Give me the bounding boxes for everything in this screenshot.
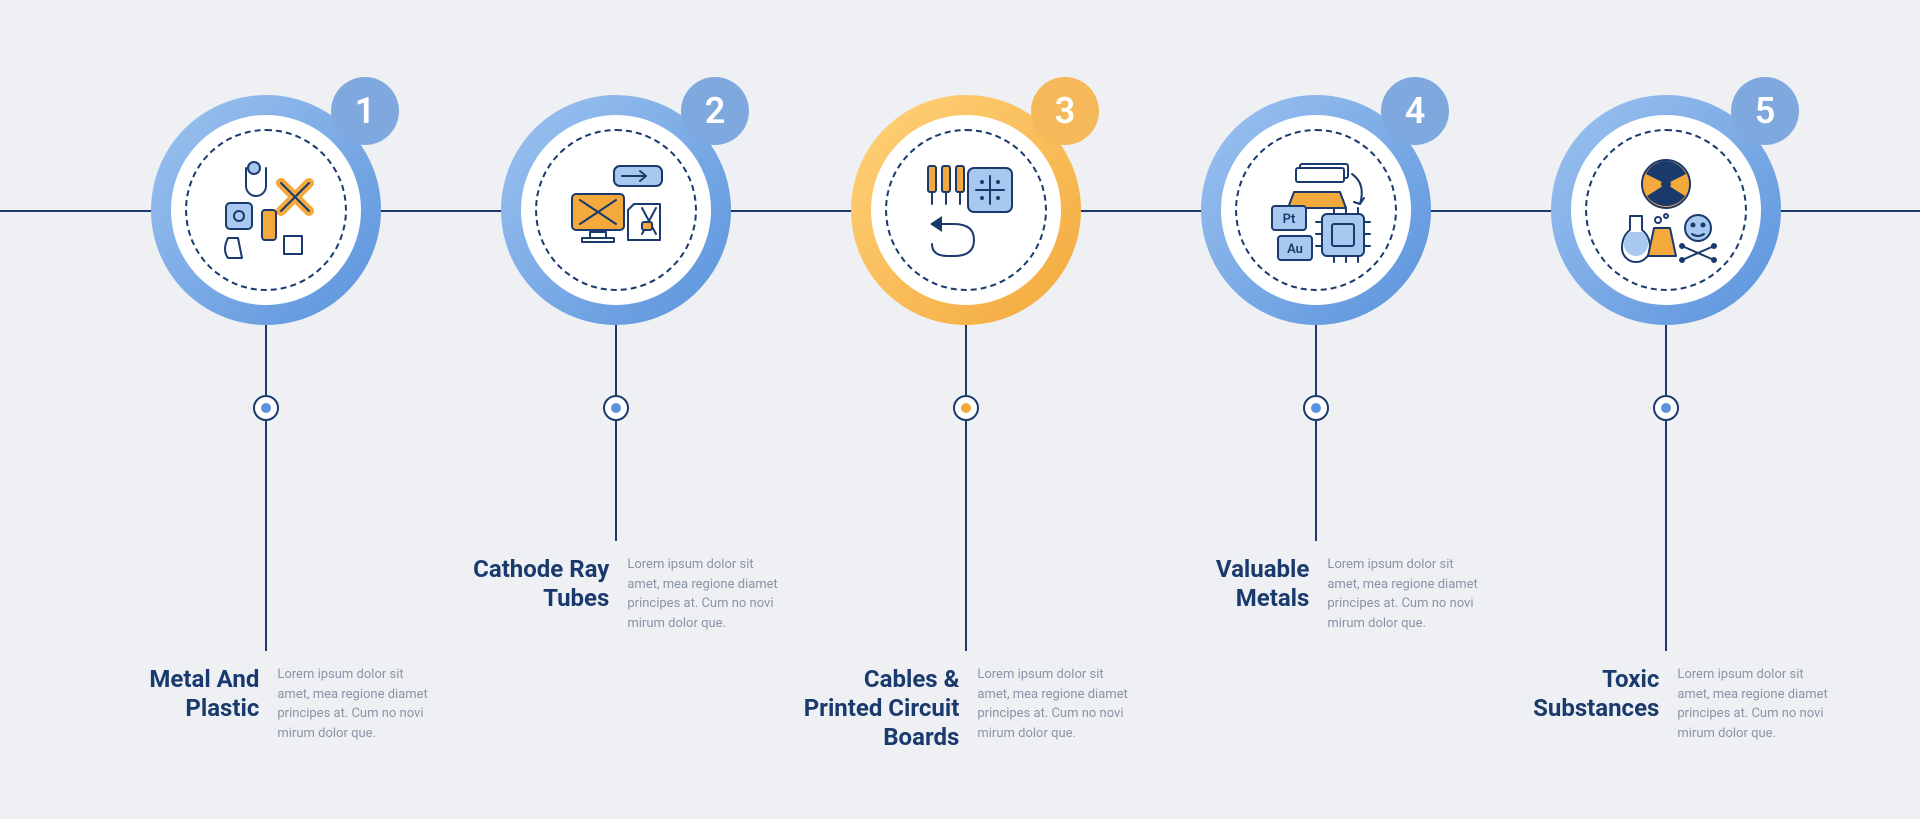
step-number: 4: [1405, 90, 1426, 132]
step-4: Pt Au 4 Valuable Metals Lorem ipsum dolo…: [1150, 95, 1482, 633]
step-3: 3 Cables & Printed Circuit Boards Lorem …: [800, 95, 1132, 751]
connector-stem-top: [615, 325, 617, 395]
svg-text:Pt: Pt: [1283, 212, 1296, 227]
connector-stem-bottom: [615, 421, 617, 541]
bullet-dot: [1311, 403, 1321, 413]
step-text: Cathode Ray Tubes Lorem ipsum dolor sit …: [450, 555, 782, 633]
step-circle: Pt Au 4: [1201, 95, 1431, 325]
connector-bullet: [603, 395, 629, 421]
connector-stem-top: [1665, 325, 1667, 395]
step-description: Lorem ipsum dolor sit amet, mea regione …: [1327, 555, 1482, 633]
connector-stem-bottom: [965, 421, 967, 651]
crt-icon: [556, 148, 676, 272]
connector-bullet: [953, 395, 979, 421]
step-number-badge: 5: [1731, 77, 1799, 145]
icon-disc: Pt Au: [1221, 115, 1411, 305]
step-title: Valuable Metals: [1150, 555, 1309, 613]
step-number: 1: [355, 90, 376, 132]
step-text: Metal And Plastic Lorem ipsum dolor sit …: [100, 665, 432, 743]
step-description: Lorem ipsum dolor sit amet, mea regione …: [1677, 665, 1832, 743]
step-number: 5: [1755, 90, 1776, 132]
step-circle: 1: [151, 95, 381, 325]
step-circle: 5: [1551, 95, 1781, 325]
connector-bullet: [1653, 395, 1679, 421]
step-number: 2: [705, 90, 726, 132]
icon-disc: [521, 115, 711, 305]
toxic-icon: [1606, 148, 1726, 272]
step-number-badge: 1: [331, 77, 399, 145]
metal-plastic-icon: [206, 148, 326, 272]
icon-disc: [171, 115, 361, 305]
bullet-dot: [261, 403, 271, 413]
icon-disc: [871, 115, 1061, 305]
step-description: Lorem ipsum dolor sit amet, mea regione …: [627, 555, 782, 633]
step-title: Cathode Ray Tubes: [450, 555, 609, 613]
bullet-dot: [961, 403, 971, 413]
connector-stem-top: [965, 325, 967, 395]
step-circle: 2: [501, 95, 731, 325]
connector-stem-top: [1315, 325, 1317, 395]
connector-bullet: [253, 395, 279, 421]
step-text: Cables & Printed Circuit Boards Lorem ip…: [800, 665, 1132, 751]
connector-stem-bottom: [265, 421, 267, 651]
step-number: 3: [1055, 90, 1076, 132]
step-title: Toxic Substances: [1500, 665, 1659, 723]
svg-text:Au: Au: [1287, 242, 1303, 257]
step-2: 2 Cathode Ray Tubes Lorem ipsum dolor si…: [450, 95, 782, 633]
step-circle: 3: [851, 95, 1081, 325]
step-number-badge: 3: [1031, 77, 1099, 145]
step-title: Metal And Plastic: [100, 665, 259, 723]
step-description: Lorem ipsum dolor sit amet, mea regione …: [277, 665, 432, 743]
connector-stem-bottom: [1665, 421, 1667, 651]
step-description: Lorem ipsum dolor sit amet, mea regione …: [977, 665, 1132, 743]
step-text: Valuable Metals Lorem ipsum dolor sit am…: [1150, 555, 1482, 633]
connector-stem-bottom: [1315, 421, 1317, 541]
connector-bullet: [1303, 395, 1329, 421]
step-number-badge: 2: [681, 77, 749, 145]
metals-icon: Pt Au: [1256, 148, 1376, 272]
step-text: Toxic Substances Lorem ipsum dolor sit a…: [1500, 665, 1832, 743]
step-title: Cables & Printed Circuit Boards: [800, 665, 959, 751]
bullet-dot: [611, 403, 621, 413]
step-5: 5 Toxic Substances Lorem ipsum dolor sit…: [1500, 95, 1832, 743]
step-number-badge: 4: [1381, 77, 1449, 145]
connector-stem-top: [265, 325, 267, 395]
step-1: 1 Metal And Plastic Lorem ipsum dolor si…: [100, 95, 432, 743]
bullet-dot: [1661, 403, 1671, 413]
icon-disc: [1571, 115, 1761, 305]
cables-icon: [906, 148, 1026, 272]
